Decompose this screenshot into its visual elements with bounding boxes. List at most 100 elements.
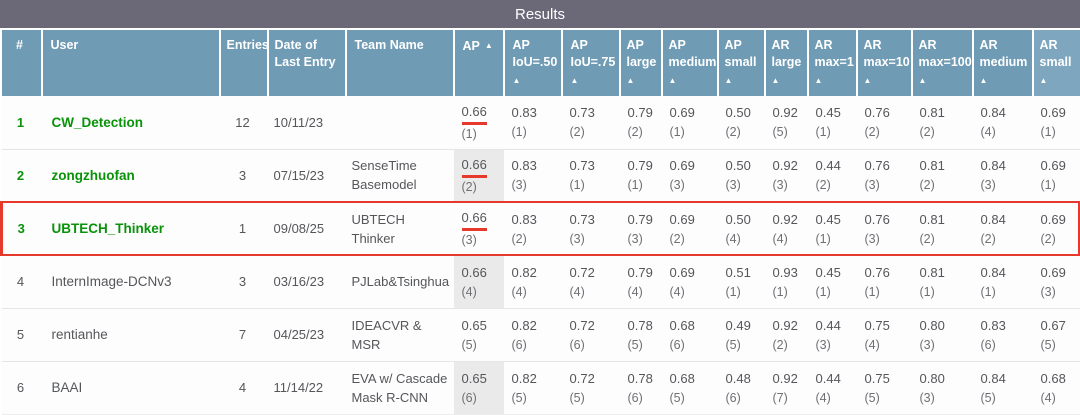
user-cell: UBTECH_Thinker (41, 201, 220, 256)
metric-value-text: 0.81 (919, 211, 945, 227)
metric-value-text: 0.83 (511, 211, 537, 227)
col-header-label-line: AR (1040, 37, 1077, 54)
metric-value: 0.84 (981, 210, 1031, 230)
col-header-text: AR (1039, 38, 1058, 52)
metric-value-text-underlined: 0.66 (461, 102, 487, 125)
sort-arrow-icon[interactable]: ▲ (1039, 76, 1048, 85)
metric-value: 0.79 (628, 263, 660, 283)
metric-value: 0.69 (1041, 210, 1077, 230)
metric-rank: (3) (980, 178, 996, 193)
col-header-ap[interactable]: AP ▲ (453, 30, 505, 96)
col-header-text: Date of (274, 38, 317, 52)
metric-cell-ar-max1: 0.45 (1) (807, 201, 857, 256)
metric-value: 0.84 (981, 369, 1031, 389)
col-header-ar-medium[interactable]: AR medium ▲ (972, 30, 1034, 96)
col-header-text: # (16, 38, 23, 52)
sort-arrow-icon[interactable]: ▲ (668, 76, 677, 85)
metric-value-text: 0.84 (980, 370, 1006, 386)
metric-value: 0.44 (816, 316, 855, 336)
user-cell: zongzhuofan (41, 148, 220, 202)
sort-arrow-icon[interactable]: ▲ (771, 76, 780, 85)
metric-value: 0.84 (981, 103, 1031, 123)
col-header-ar-small[interactable]: AR small ▲ (1032, 30, 1080, 96)
metric-rank: (5) (511, 390, 527, 405)
col-header-text: AP (626, 38, 644, 52)
metric-value: 0.65 (462, 316, 502, 336)
col-header-ap-medium[interactable]: AP medium ▲ (661, 30, 719, 96)
metric-value-text: 0.69 (1040, 158, 1066, 174)
metric-cell-ar-max100: 0.81 (2) (911, 96, 973, 149)
metric-value: 0.69 (670, 103, 716, 123)
metric-rank: (4) (980, 125, 996, 140)
col-header-ap-large[interactable]: AP large ▲ (619, 30, 663, 96)
metric-rank: (5) (627, 337, 643, 352)
date-cell: 11/14/22 (267, 360, 346, 415)
table-row: 1 CW_Detection 12 10/11/23 0.66 (1) 0.83 (1) 0.7… (1, 96, 1080, 149)
metric-rank: (1) (1040, 125, 1056, 140)
metric-value: 0.45 (816, 210, 855, 230)
metric-value: 0.68 (670, 369, 716, 389)
metric-rank: (2) (461, 179, 477, 194)
metric-cell-ap-large: 0.79 (1) (619, 148, 662, 202)
metric-rank: (2) (815, 178, 831, 193)
col-header-ap-iou75[interactable]: AP IoU=.75 ▲ (561, 30, 621, 96)
metric-rank: (1) (461, 126, 477, 141)
sort-arrow-icon[interactable]: ▲ (979, 76, 988, 85)
col-header-text: AR (771, 38, 790, 52)
metric-rank: (6) (725, 390, 741, 405)
col-header-ap-iou50[interactable]: AP IoU=.50 ▲ (503, 30, 563, 96)
col-header-entries: Entries (219, 30, 269, 96)
metric-value-text: 0.83 (511, 158, 537, 174)
team-cell: PJLab&Tsinghua (345, 254, 454, 308)
metric-rank: (5) (772, 125, 788, 140)
col-header-ar-large[interactable]: AR large ▲ (764, 30, 809, 96)
entries-cell: 4 (219, 360, 268, 415)
col-header-team: Team Name (345, 30, 455, 96)
sort-arrow-icon[interactable]: ▲ (814, 76, 823, 85)
metric-cell-ap-medium: 0.68 (6) (661, 307, 718, 361)
col-header-label-line: AR (864, 37, 908, 54)
col-header-label-line: small (1040, 54, 1077, 71)
metric-cell-ar-max100: 0.80 (3) (911, 307, 973, 361)
sort-arrow-icon[interactable]: ▲ (724, 76, 733, 85)
metric-cell-ar-large: 0.92 (4) (764, 201, 808, 256)
sort-arrow-icon[interactable]: ▲ (918, 76, 927, 85)
metric-value: 0.93 (773, 263, 806, 283)
col-header-text: max=10 (863, 55, 910, 69)
metric-value-text: 0.82 (511, 264, 537, 280)
metric-value: 0.83 (512, 156, 560, 176)
metric-cell-ap-iou75: 0.72 (4) (561, 254, 620, 308)
metric-value-text: 0.49 (725, 317, 751, 333)
metric-value-text: 0.48 (725, 370, 751, 386)
metric-value: 0.82 (512, 369, 560, 389)
metric-cell-ap-iou50: 0.83 (1) (503, 96, 562, 149)
metric-value: 0.45 (816, 263, 855, 283)
metric-rank: (4) (569, 284, 585, 299)
sort-arrow-icon[interactable]: ▲ (626, 76, 635, 85)
sort-arrow-icon[interactable]: ▲ (570, 76, 579, 85)
col-header-ar-max1[interactable]: AR max=1 ▲ (807, 30, 858, 96)
metric-value: 0.83 (981, 316, 1031, 336)
col-header-text: large (771, 55, 802, 69)
metric-cell-ap: 0.66 (2) (453, 148, 504, 202)
metric-cell-ap-iou50: 0.83 (2) (503, 201, 562, 256)
metric-value-text: 0.73 (569, 211, 595, 227)
metric-value: 0.65 (462, 369, 502, 389)
col-header-ar-max10[interactable]: AR max=10 ▲ (856, 30, 913, 96)
metric-rank: (2) (627, 125, 643, 140)
col-header-ap-small[interactable]: AP small ▲ (717, 30, 766, 96)
metric-rank: (5) (569, 390, 585, 405)
metric-rank: (2) (980, 231, 996, 246)
col-header-date: Date of Last Entry (267, 30, 347, 96)
metric-value: 0.80 (920, 369, 971, 389)
metric-cell-ap-large: 0.78 (6) (619, 360, 662, 415)
col-header-ar-max100[interactable]: AR max=100 ▲ (911, 30, 974, 96)
metric-value-text: 0.93 (772, 264, 798, 280)
sort-arrow-icon[interactable]: ▲ (484, 41, 493, 50)
col-header-text: small (1039, 55, 1072, 69)
metric-cell-ap-small: 0.51 (1) (717, 254, 765, 308)
metric-value-text: 0.92 (772, 370, 798, 386)
sort-arrow-icon[interactable]: ▲ (863, 76, 872, 85)
metric-rank: (5) (864, 390, 880, 405)
sort-arrow-icon[interactable]: ▲ (512, 76, 521, 85)
